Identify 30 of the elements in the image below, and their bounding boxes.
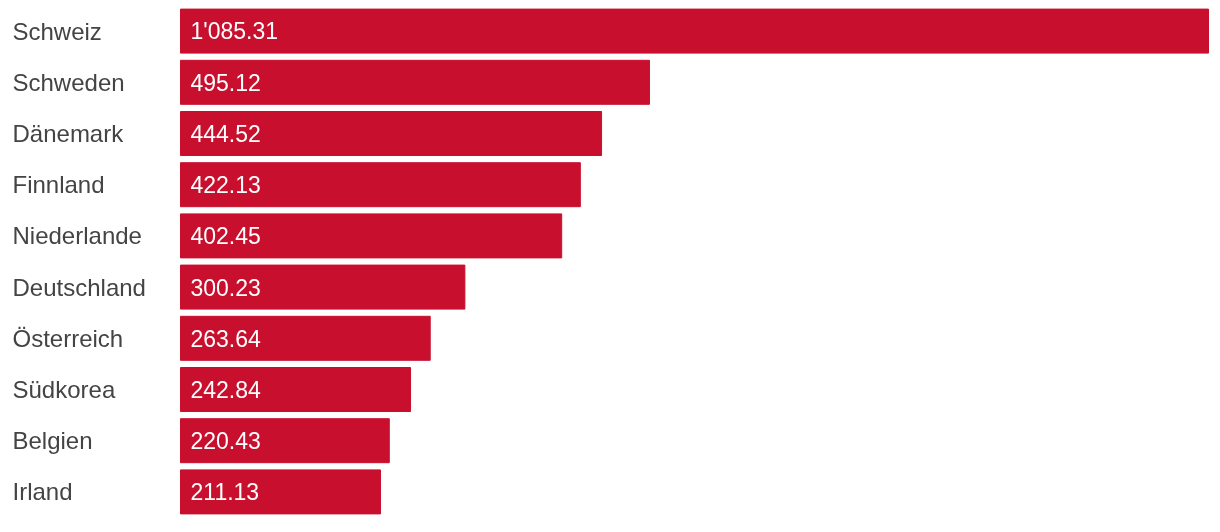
y-tick-label: Schweden xyxy=(12,68,125,96)
y-tick-label: Finnland xyxy=(12,171,105,199)
data-label: 211.13 xyxy=(190,479,260,506)
y-tick-label: Österreich xyxy=(12,324,124,352)
y-tick-label: Belgien xyxy=(12,427,93,455)
data-label: 220.43 xyxy=(190,428,261,455)
data-label: 495.12 xyxy=(190,69,261,96)
bar xyxy=(180,264,466,310)
data-label: 402.45 xyxy=(190,223,261,250)
data-label: 263.64 xyxy=(190,325,262,352)
y-tick-label: Dänemark xyxy=(12,120,125,147)
data-label: 444.52 xyxy=(190,121,261,147)
y-tick-label: Südkorea xyxy=(12,376,116,403)
bar xyxy=(180,367,412,412)
data-label: 242.84 xyxy=(190,377,262,403)
data-label: 300.23 xyxy=(190,274,261,301)
bar xyxy=(180,59,650,105)
y-tick-label: Schweiz xyxy=(12,17,102,45)
bar xyxy=(180,111,603,156)
y-tick-label: Deutschland xyxy=(12,273,146,301)
y-tick-label: Irland xyxy=(12,478,73,506)
bar xyxy=(180,8,1209,54)
bar xyxy=(180,418,390,464)
bar xyxy=(180,162,581,208)
data-label: 422.13 xyxy=(190,172,261,199)
data-label: 1'085.31 xyxy=(190,18,279,45)
bar xyxy=(180,213,563,259)
y-tick-label: Niederlande xyxy=(12,222,142,250)
bar xyxy=(180,315,431,361)
bar xyxy=(180,469,381,515)
